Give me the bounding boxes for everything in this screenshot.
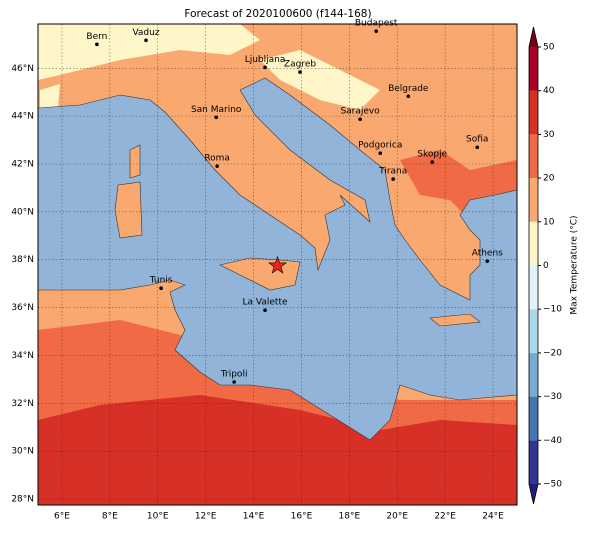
africa-hot: [38, 395, 517, 505]
city-label: Bern: [86, 32, 107, 42]
star-marker: [268, 255, 287, 274]
y-tick-label: 46°N: [11, 64, 34, 74]
city-label: Ljubljana: [245, 55, 286, 65]
x-tick-label: 24°E: [482, 512, 504, 522]
y-tick-label: 30°N: [11, 447, 34, 457]
city-label: Vaduz: [132, 28, 159, 38]
x-tick-label: 10°E: [147, 512, 169, 522]
x-tick-label: 20°E: [386, 512, 408, 522]
x-tick-label: 16°E: [291, 512, 313, 522]
city-label: Sofia: [466, 135, 488, 145]
y-tick-label: 36°N: [11, 303, 34, 313]
city-label: Budapest: [355, 19, 398, 29]
y-tick-label: 44°N: [11, 112, 34, 122]
title: Forecast of 2020100600 (f144-168): [184, 8, 371, 20]
city-label: La Valette: [243, 298, 288, 308]
city-label: Athens: [472, 249, 503, 259]
colorbar-tick-label: 40: [543, 86, 555, 96]
city-label: Tirana: [378, 167, 407, 177]
colorbar-tick-label: −20: [543, 348, 562, 358]
y-tick-label: 34°N: [11, 351, 34, 361]
city-dot: [232, 380, 236, 384]
city-dot: [263, 308, 267, 313]
city-dot: [391, 177, 395, 181]
sardinia: [114, 181, 143, 239]
city-dot: [430, 160, 435, 164]
city-dot: [159, 286, 163, 290]
city-dot: [358, 117, 362, 122]
colorbar-band: [529, 309, 538, 353]
city-dot: [214, 115, 218, 120]
city-label: Skopje: [417, 150, 447, 160]
city-dot: [95, 42, 99, 47]
colorbar-band: [529, 90, 538, 135]
colorbar-over: [529, 27, 538, 47]
colorbar-band: [529, 440, 538, 484]
city-dot: [475, 145, 480, 150]
city-label: Zagreb: [284, 60, 316, 70]
x-tick-label: 22°E: [434, 512, 456, 522]
colorbar-tick-label: 20: [543, 174, 555, 184]
city-dot: [144, 38, 148, 43]
city-dot: [298, 70, 302, 74]
city-label: Tripoli: [220, 369, 248, 379]
colorbar-tick-label: 50: [543, 43, 555, 53]
x-tick-label: 14°E: [243, 512, 265, 522]
colorbar-band: [529, 265, 538, 310]
city-dot: [378, 151, 383, 156]
colorbar-band: [529, 134, 538, 179]
city-dot: [485, 259, 490, 263]
colorbar-label: Max Temperature (°C): [570, 215, 580, 314]
y-tick-label: 28°N: [11, 495, 34, 505]
corsica: [129, 144, 141, 179]
city-dot: [263, 65, 267, 70]
city-label: Tunis: [149, 276, 173, 286]
colorbar-tick-label: 0: [543, 261, 549, 271]
colorbar-tick-label: −40: [543, 436, 562, 446]
x-tick-label: 18°E: [339, 512, 361, 522]
city-dot: [374, 29, 378, 33]
france-zone: [40, 84, 60, 110]
colorbar-band: [529, 221, 538, 266]
y-tick-label: 32°N: [11, 399, 34, 409]
x-tick-label: 6°E: [54, 512, 70, 522]
city-label: San Marino: [191, 105, 242, 115]
colorbar-tick-label: 10: [543, 217, 555, 227]
colorbar-band: [529, 352, 538, 397]
colorbar-tick-label: −30: [543, 392, 562, 402]
crete: [429, 313, 481, 327]
city-label: Sarajevo: [340, 107, 380, 117]
x-tick-label: 8°E: [102, 512, 118, 522]
city-dot: [406, 94, 411, 99]
city-dot: [215, 164, 219, 168]
colorbar-band: [529, 178, 538, 222]
city-label: Belgrade: [388, 84, 429, 94]
colorbar-tick-label: −50: [543, 480, 562, 490]
y-tick-label: 40°N: [11, 207, 34, 217]
map-frame: [37, 23, 518, 506]
colorbar-tick-label: 30: [543, 130, 555, 140]
colorbar-under: [529, 484, 538, 504]
colorbar-tick-label: −10: [543, 305, 562, 315]
x-tick-label: 12°E: [195, 512, 217, 522]
alps-zone: [38, 24, 260, 80]
y-tick-label: 42°N: [11, 159, 34, 169]
y-tick-label: 38°N: [11, 255, 34, 265]
colorbar-band: [529, 47, 538, 91]
balkan-zone: [260, 50, 380, 110]
colorbar-band: [529, 396, 538, 441]
city-label: Podgorica: [358, 141, 402, 151]
city-label: Roma: [204, 154, 230, 164]
